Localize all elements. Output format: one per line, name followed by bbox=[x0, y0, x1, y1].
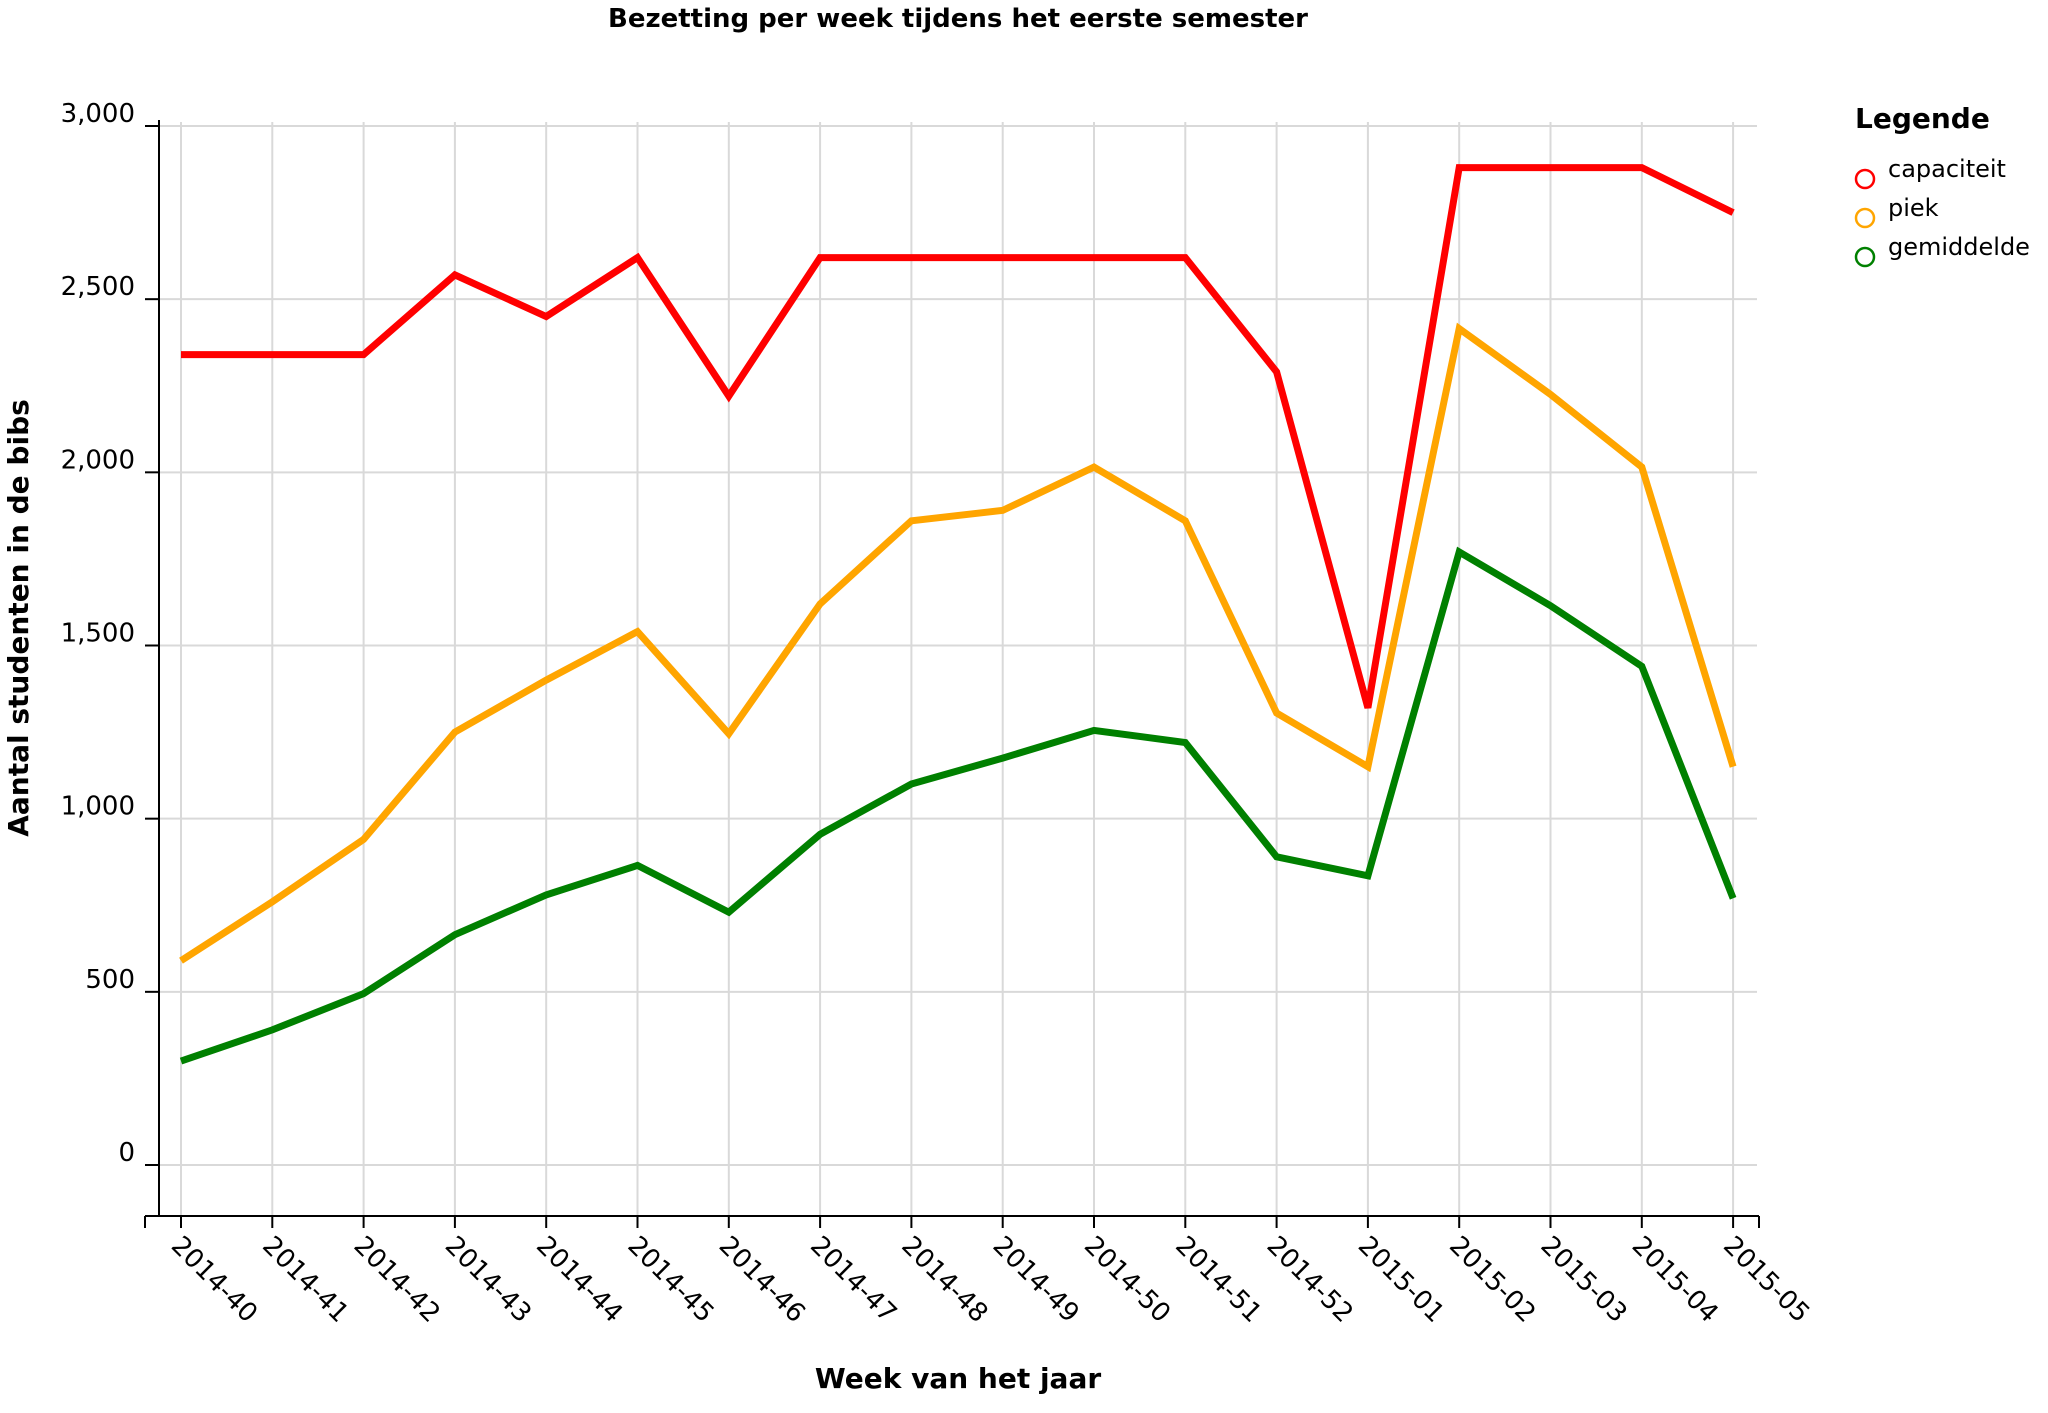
x-tick-label: 2014-47 bbox=[804, 1231, 902, 1329]
x-axis-title: Week van het jaar bbox=[815, 1362, 1102, 1395]
y-tick-label: 1,000 bbox=[61, 792, 135, 822]
x-tick-label: 2015-05 bbox=[1717, 1231, 1815, 1329]
legend-marker-gemiddelde bbox=[1854, 246, 1876, 268]
x-tick-label: 2014-45 bbox=[622, 1231, 720, 1329]
x-tick-label: 2014-42 bbox=[348, 1231, 446, 1329]
x-tick-label: 2014-49 bbox=[987, 1231, 1085, 1329]
axes: 2014-402014-412014-422014-432014-442014-… bbox=[61, 99, 1816, 1329]
y-tick-label: 500 bbox=[85, 965, 135, 995]
x-tick-label: 2014-41 bbox=[256, 1231, 354, 1329]
x-tick-label: 2014-44 bbox=[530, 1231, 628, 1329]
series-line-capaciteit bbox=[181, 164, 1735, 709]
legend-label-capaciteit: capaciteit bbox=[1888, 155, 2006, 183]
y-tick-label: 0 bbox=[118, 1138, 135, 1168]
legend-label-piek: piek bbox=[1888, 194, 1939, 222]
x-tick-label: 2014-46 bbox=[713, 1231, 811, 1329]
legend-marker-piek bbox=[1854, 207, 1876, 229]
series-lines bbox=[179, 164, 1737, 1065]
legend-marker-capaciteit bbox=[1854, 168, 1876, 190]
legend-title: Legende bbox=[1855, 102, 1990, 135]
y-axis-title: Aantal studenten in de bibs bbox=[2, 399, 35, 837]
x-tick-label: 2014-51 bbox=[1169, 1231, 1267, 1329]
x-tick-label: 2014-48 bbox=[895, 1231, 993, 1329]
x-tick-label: 2014-52 bbox=[1261, 1231, 1359, 1329]
x-tick-label: 2015-01 bbox=[1352, 1231, 1450, 1329]
x-tick-label: 2015-04 bbox=[1626, 1231, 1724, 1329]
y-tick-label: 2,500 bbox=[61, 272, 135, 302]
series-line-piek bbox=[179, 322, 1737, 964]
y-tick-label: 1,500 bbox=[61, 619, 135, 649]
chart-title: Bezetting per week tijdens het eerste se… bbox=[608, 4, 1308, 34]
x-tick-label: 2014-50 bbox=[1078, 1231, 1176, 1329]
legend-label-gemiddelde: gemiddelde bbox=[1888, 233, 2030, 261]
x-tick-label: 2015-02 bbox=[1443, 1231, 1541, 1329]
x-tick-label: 2014-43 bbox=[439, 1231, 537, 1329]
legend: Legende capaciteit piek gemiddelde bbox=[1854, 102, 2030, 268]
y-tick-label: 2,000 bbox=[61, 445, 135, 475]
x-tick-label: 2015-03 bbox=[1535, 1231, 1633, 1329]
grid bbox=[159, 122, 1757, 1216]
y-tick-label: 3,000 bbox=[61, 99, 135, 129]
series-line-gemiddelde bbox=[179, 546, 1737, 1065]
x-tick-label: 2014-40 bbox=[165, 1231, 263, 1329]
